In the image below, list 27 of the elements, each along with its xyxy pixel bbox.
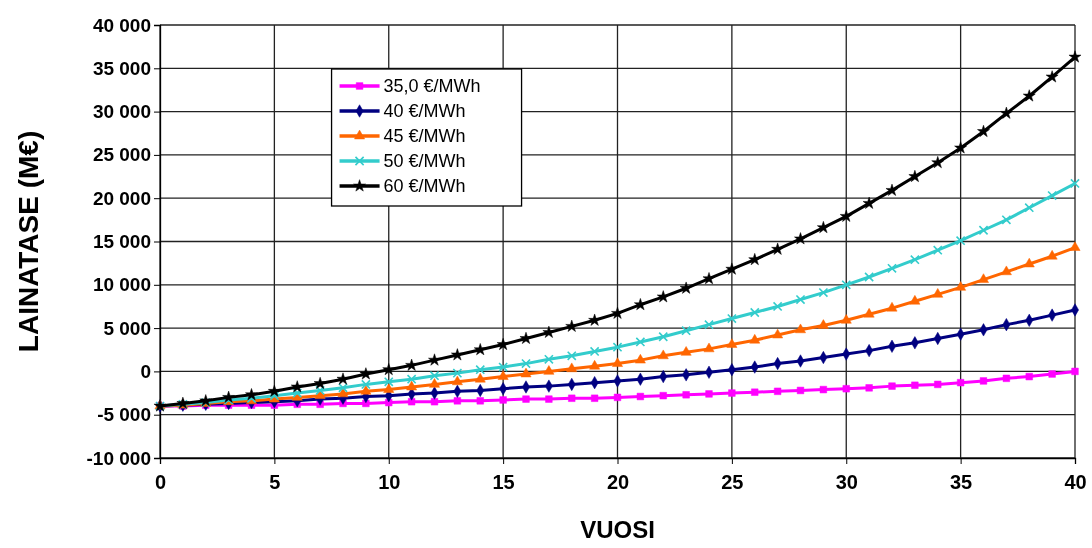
y-tick-label: 40 000 xyxy=(92,14,151,36)
x-tick-label: 20 xyxy=(606,471,630,493)
y-tick-label: 0 xyxy=(140,360,151,382)
y-tick-label: 35 000 xyxy=(92,57,151,79)
x-tick-label: 35 xyxy=(950,471,973,493)
x-tick-label: 5 xyxy=(269,471,281,493)
y-tick-label: 15 000 xyxy=(92,231,151,253)
legend-label: 45 €/MWh xyxy=(383,126,466,147)
y-tick-label: -5 000 xyxy=(97,404,151,426)
y-tick-label: 20 000 xyxy=(92,187,151,209)
x-tick-label: 30 xyxy=(835,471,858,493)
x-tick-label: 0 xyxy=(154,471,167,493)
x-tick-label: 25 xyxy=(721,471,744,493)
y-tick-label: 10 000 xyxy=(92,274,151,296)
legend-label: 60 €/MWh xyxy=(383,176,466,197)
y-tick-label: -10 000 xyxy=(86,447,151,469)
x-tick-label: 10 xyxy=(378,471,401,493)
x-tick-label: 40 xyxy=(1064,471,1087,493)
y-tick-label: 5 000 xyxy=(103,317,151,339)
legend-label: 35,0 €/MWh xyxy=(383,76,481,97)
legend-label: 50 €/MWh xyxy=(383,151,466,172)
x-axis-title: VUOSI xyxy=(580,516,655,543)
legend-label: 40 €/MWh xyxy=(383,101,466,122)
y-axis-title: LAINATASE (M€) xyxy=(13,130,44,353)
y-tick-label: 30 000 xyxy=(92,101,151,123)
x-tick-label: 15 xyxy=(492,471,515,493)
y-tick-label: 25 000 xyxy=(92,144,151,166)
